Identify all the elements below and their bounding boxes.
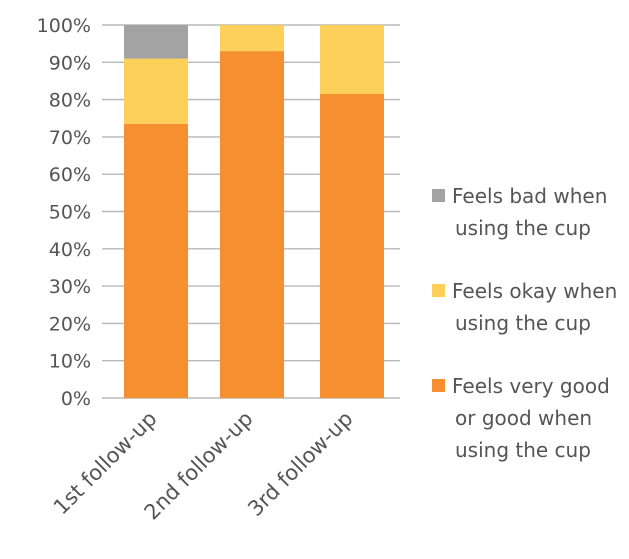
legend-label: Feels very good [452, 374, 610, 398]
y-tick-label: 20% [49, 313, 91, 335]
axis-labels: 0%10%20%30%40%50%60%70%80%90%100%1st fol… [37, 15, 358, 525]
y-tick-label: 90% [49, 52, 91, 74]
legend-label: using the cup [455, 311, 591, 335]
y-tick-label: 50% [49, 202, 91, 224]
y-tick-label: 10% [49, 351, 91, 373]
legend-label: using the cup [455, 438, 591, 462]
legend-item: Feels very good or good when using the cup [432, 374, 610, 462]
y-tick-label: 80% [49, 90, 91, 112]
bar-segment [320, 25, 384, 95]
legend-item: Feels bad when using the cup [432, 184, 607, 240]
legend-label: Feels bad when [452, 184, 607, 208]
legend-item: Feels okay when using the cup [432, 279, 617, 335]
bar-segment [220, 25, 284, 52]
legend-label: or good when [455, 406, 592, 430]
y-tick-label: 40% [49, 239, 91, 261]
y-tick-label: 100% [37, 15, 91, 37]
bar-segment [124, 58, 188, 124]
legend-swatch [432, 284, 445, 297]
legend-swatch [432, 379, 445, 392]
x-category-label: 3rd follow-up [243, 407, 357, 521]
legend-label: using the cup [455, 216, 591, 240]
y-tick-label: 60% [49, 164, 91, 186]
legend-label: Feels okay when [452, 279, 617, 303]
bar-segment [124, 25, 188, 59]
y-tick-label: 70% [49, 127, 91, 149]
legend-swatch [432, 189, 445, 202]
bar-segment [220, 51, 284, 399]
bar-segment [124, 123, 188, 398]
bars [124, 25, 384, 399]
y-tick-label: 30% [49, 276, 91, 298]
bar-segment [320, 94, 384, 398]
y-tick-label: 0% [61, 388, 91, 410]
